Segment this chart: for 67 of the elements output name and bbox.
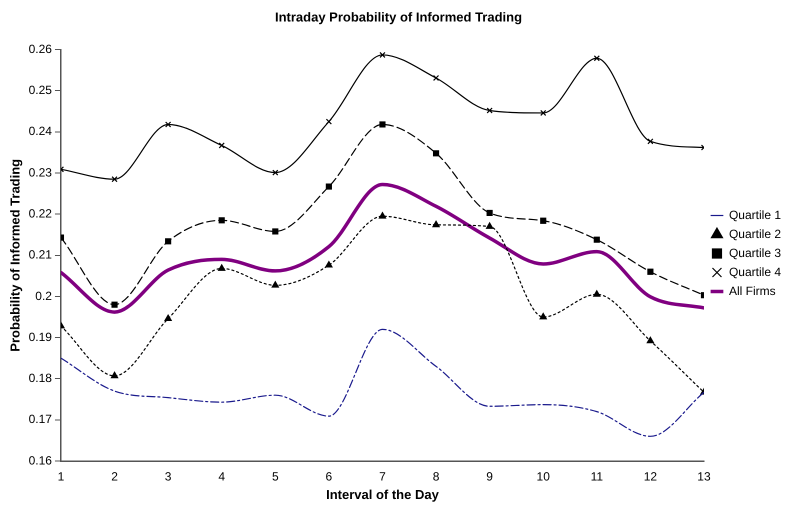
- point: [326, 118, 332, 125]
- line-series: [60, 328, 704, 437]
- point: [272, 281, 279, 288]
- legend-label: Quartile 3: [728, 246, 782, 260]
- point: [593, 290, 600, 297]
- point: [325, 261, 333, 268]
- point: [326, 184, 332, 190]
- y-axis-title: Probability of Informed Trading: [7, 158, 22, 352]
- y-tick-label: 0.22: [28, 206, 52, 220]
- chart-title: Intraday Probability of Informed Trading: [274, 9, 522, 24]
- point: [111, 176, 118, 182]
- x-tick-label: 10: [536, 470, 550, 484]
- y-tick-label: 0.21: [28, 248, 52, 262]
- x-tick-label: 6: [326, 470, 333, 484]
- x-tick-label: 8: [432, 470, 440, 484]
- point: [272, 228, 278, 235]
- point: [218, 142, 225, 149]
- y-tick-label: 0.18: [28, 371, 52, 386]
- point: [379, 52, 386, 58]
- point: [646, 336, 654, 344]
- point: [165, 238, 172, 244]
- x-tick-label: 4: [218, 470, 226, 484]
- legend-label: Quartile 4: [728, 264, 782, 279]
- x-tick-label: 11: [590, 470, 604, 484]
- point: [486, 210, 493, 216]
- x-tick-label: 2: [111, 470, 118, 484]
- point: [378, 212, 386, 219]
- point: [540, 218, 546, 224]
- legend-label: All Firms: [728, 284, 776, 298]
- x-tick-label: 3: [164, 470, 172, 484]
- point: [272, 170, 278, 176]
- point: [594, 55, 600, 62]
- x-axis-title: Interval of the Day: [326, 486, 440, 502]
- x-tick-label: 9: [486, 470, 494, 484]
- x-tick-label: 7: [379, 470, 386, 484]
- legend-label: Quartile 2: [728, 226, 782, 241]
- x-tick-label: 13: [697, 470, 711, 484]
- point: [540, 110, 546, 116]
- point: [218, 264, 226, 271]
- y-tick-label: 0.25: [28, 83, 52, 98]
- point: [218, 217, 225, 224]
- point: [486, 222, 494, 229]
- x-tick-label: 1: [58, 470, 65, 484]
- point: [486, 107, 493, 114]
- line-series: [60, 182, 704, 314]
- x-tick-label: 5: [272, 470, 279, 484]
- point: [432, 74, 440, 82]
- y-tick-label: 0.17: [28, 412, 52, 426]
- point: [165, 121, 172, 128]
- point: [432, 150, 440, 156]
- point: [432, 220, 440, 228]
- point: [594, 236, 600, 243]
- point: [111, 302, 118, 308]
- point: [379, 121, 386, 128]
- y-tick-label: 0.16: [28, 453, 52, 468]
- point: [164, 314, 172, 322]
- y-tick-label: 0.2: [35, 288, 52, 303]
- y-tick-label: 0.24: [28, 124, 52, 138]
- legend-label: Quartile 1: [728, 208, 782, 222]
- point: [647, 268, 654, 275]
- y-tick-label: 0.26: [28, 42, 52, 56]
- y-tick-label: 0.23: [28, 165, 52, 180]
- point: [647, 138, 654, 144]
- y-tick-label: 0.19: [28, 330, 52, 344]
- x-tick-label: 12: [644, 470, 658, 484]
- point: [540, 312, 547, 320]
- point: [110, 372, 118, 378]
